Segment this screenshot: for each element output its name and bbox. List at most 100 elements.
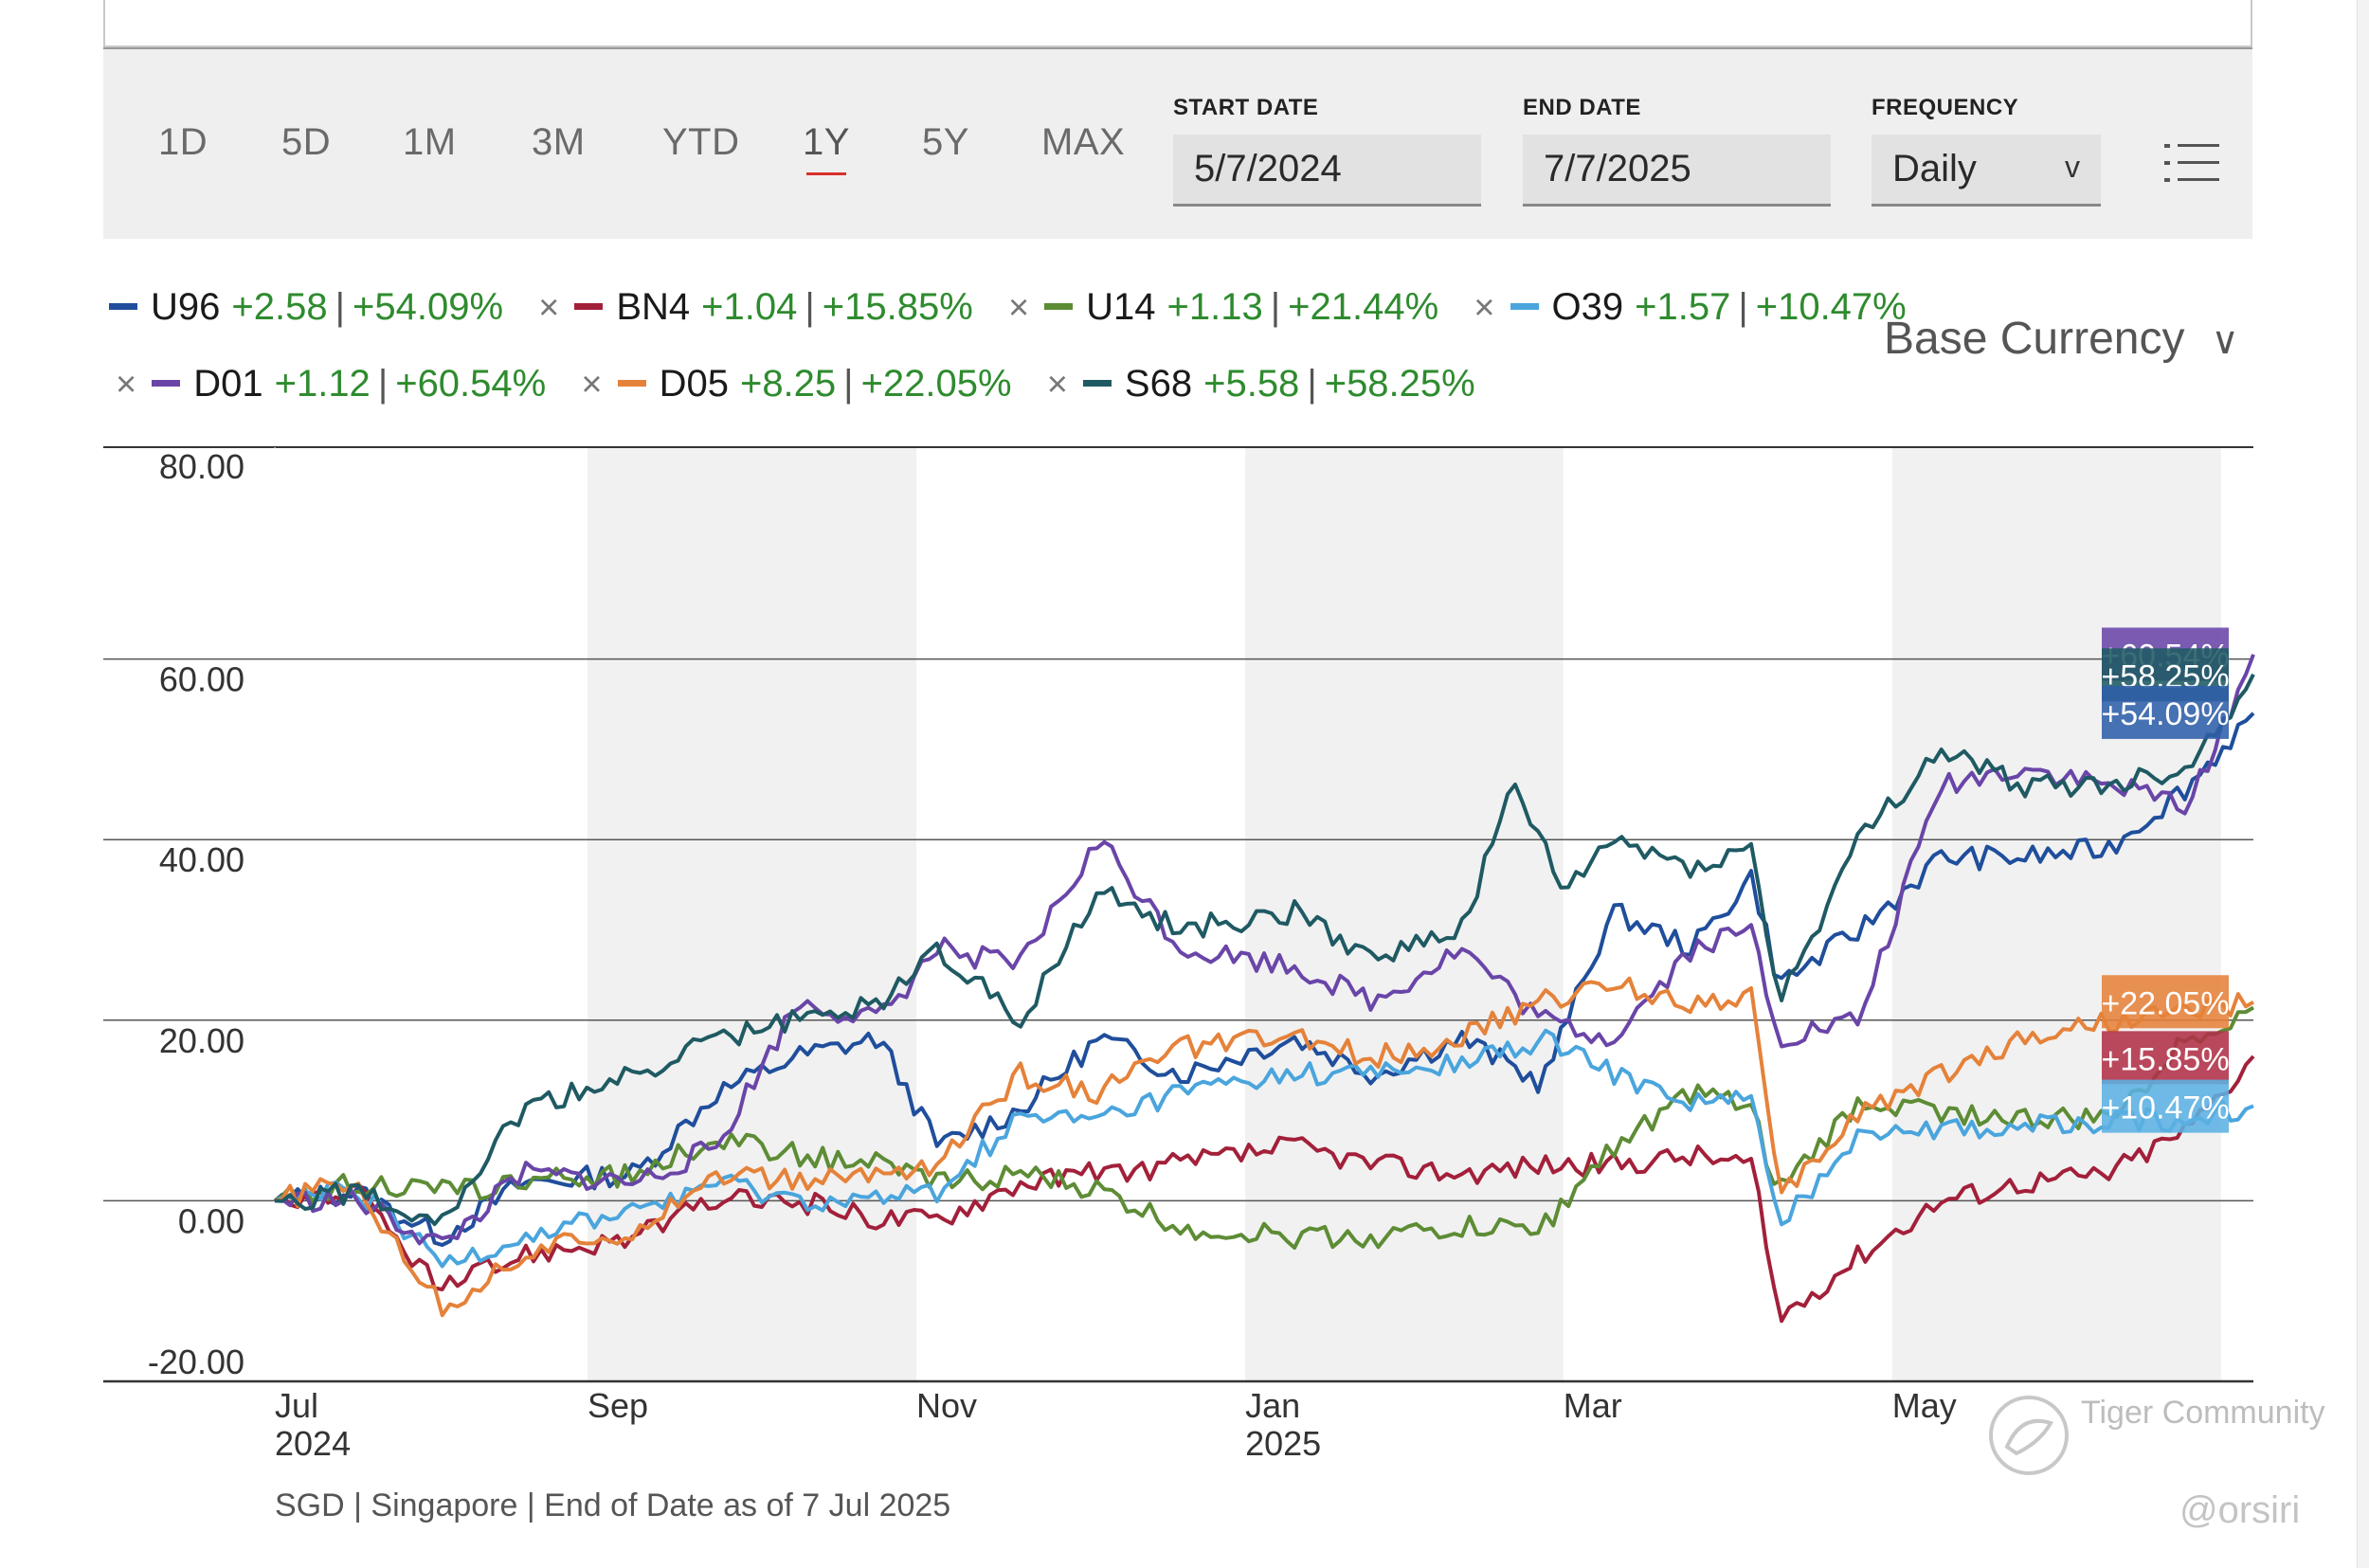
x-tick-label: Mar bbox=[1564, 1386, 1622, 1425]
series-line-d05 bbox=[274, 976, 2254, 1318]
legend-separator: | bbox=[377, 363, 389, 405]
legend-symbol: BN4 bbox=[616, 286, 691, 328]
end-labels: +60.54%+58.25%+54.09%+22.05%+15.85%+10.4… bbox=[2101, 627, 2230, 1133]
shaded-month-band bbox=[1245, 447, 1564, 1381]
x-tick-label: Jul bbox=[275, 1386, 318, 1425]
series-swatch bbox=[1082, 379, 1112, 387]
watermark-text: Tiger Community bbox=[2081, 1395, 2325, 1431]
close-icon[interactable]: × bbox=[1007, 288, 1030, 328]
legend-percent: +60.54% bbox=[395, 363, 547, 405]
legend-percent: +54.09% bbox=[353, 286, 504, 328]
series-swatch bbox=[1510, 302, 1539, 310]
y-tick-label: 60.00 bbox=[159, 660, 244, 699]
x-tick-label: Nov bbox=[916, 1386, 977, 1425]
end-value-badge bbox=[2102, 1079, 2229, 1133]
frequency-value: Daily bbox=[1892, 148, 1977, 189]
end-value-badge bbox=[2102, 1031, 2229, 1085]
scrollbar[interactable] bbox=[2357, 0, 2369, 1568]
base-currency-dropdown[interactable]: Base Currency ∨ bbox=[1884, 313, 2239, 365]
series-line-s68 bbox=[274, 673, 2255, 1227]
close-icon[interactable]: × bbox=[1474, 288, 1495, 328]
series-swatch bbox=[574, 302, 604, 310]
series-swatch bbox=[1044, 302, 1074, 310]
range-5d[interactable]: 5D bbox=[281, 121, 332, 163]
legend-symbol: O39 bbox=[1551, 286, 1624, 328]
x-tick-year-label: 2024 bbox=[275, 1424, 351, 1463]
base-currency-label: Base Currency bbox=[1884, 314, 2185, 364]
chart-toolbar: 1D 5D 1M 3M YTD 1Y 5Y MAX START DATE 5/7… bbox=[103, 47, 2252, 239]
legend-percent: +22.05% bbox=[860, 363, 1012, 405]
header-panel bbox=[103, 0, 2252, 47]
y-tick-label: 40.00 bbox=[159, 840, 244, 879]
close-icon[interactable]: × bbox=[116, 365, 137, 405]
legend-item-d05: × D05 +8.25 | +22.05% bbox=[581, 363, 1011, 406]
range-ytd[interactable]: YTD bbox=[662, 121, 740, 163]
close-icon[interactable]: × bbox=[1046, 365, 1068, 405]
legend-change: +1.04 bbox=[701, 286, 798, 328]
legend-symbol: D01 bbox=[193, 363, 263, 405]
legend-change: +1.13 bbox=[1166, 286, 1263, 328]
y-tick-label: 20.00 bbox=[159, 1021, 244, 1060]
legend-separator: | bbox=[335, 286, 345, 328]
chevron-down-icon: v bbox=[2065, 150, 2080, 184]
legend-percent: +15.85% bbox=[822, 286, 973, 328]
legend-separator: | bbox=[1738, 286, 1748, 328]
chart-footnote: SGD | Singapore | End of Date as of 7 Ju… bbox=[275, 1487, 951, 1523]
series-swatch bbox=[617, 379, 646, 387]
legend-item-u96: U96 +2.58 | +54.09% bbox=[109, 286, 503, 329]
legend-change: +1.57 bbox=[1635, 286, 1731, 328]
end-value-label: +10.47% bbox=[2101, 1090, 2229, 1126]
series-lines bbox=[273, 654, 2255, 1324]
legend-separator: | bbox=[1270, 286, 1281, 328]
range-1y[interactable]: 1Y bbox=[803, 121, 850, 175]
legend-row-1: U96 +2.58 | +54.09% × BN4 +1.04 | +15.85% × U14 +… bbox=[109, 286, 1931, 329]
legend-item-o39: × O39 +1.57 | +10.47% bbox=[1474, 286, 1906, 329]
frequency-select[interactable]: Daily v bbox=[1872, 135, 2101, 207]
range-1m[interactable]: 1M bbox=[403, 121, 457, 163]
close-icon[interactable]: × bbox=[538, 288, 560, 328]
end-value-badge bbox=[2102, 685, 2229, 739]
legend-percent: +10.47% bbox=[1755, 286, 1907, 328]
x-tick-label: Sep bbox=[588, 1386, 648, 1425]
list-icon[interactable] bbox=[2164, 140, 2221, 195]
chevron-down-icon: ∨ bbox=[2211, 320, 2239, 362]
legend-change: +1.12 bbox=[274, 363, 371, 405]
y-tick-label: 80.00 bbox=[159, 447, 244, 486]
end-value-label: +54.09% bbox=[2101, 696, 2229, 732]
range-3m[interactable]: 3M bbox=[532, 121, 586, 163]
range-5y[interactable]: 5Y bbox=[922, 121, 969, 163]
legend-change: +8.25 bbox=[739, 363, 837, 405]
y-axis-ticks: 80.00 60.00 40.00 20.00 0.00 -20.00 bbox=[103, 447, 2253, 1383]
legend-item-s68: × S68 +5.58 | +58.25% bbox=[1047, 363, 1475, 406]
legend-item-bn4: × BN4 +1.04 | +15.85% bbox=[538, 286, 973, 329]
y-tick-label: -20.00 bbox=[148, 1343, 244, 1381]
series-swatch bbox=[152, 379, 181, 387]
legend-symbol: S68 bbox=[1124, 363, 1193, 405]
legend-change: +2.58 bbox=[231, 286, 328, 328]
x-tick-year-label: 2025 bbox=[1245, 1424, 1321, 1463]
legend-percent: +58.25% bbox=[1324, 363, 1475, 405]
range-1d[interactable]: 1D bbox=[158, 121, 208, 163]
grid-lines bbox=[103, 446, 2253, 1381]
start-date-field[interactable]: 5/7/2024 bbox=[1173, 135, 1481, 207]
series-line-u96 bbox=[273, 712, 2255, 1248]
end-value-badge bbox=[2102, 975, 2229, 1029]
legend-percent: +21.44% bbox=[1288, 286, 1439, 328]
end-date-label: END DATE bbox=[1523, 95, 1641, 120]
shaded-month-band bbox=[1891, 447, 2221, 1381]
shaded-month-band bbox=[587, 447, 917, 1381]
end-value-label: +15.85% bbox=[2101, 1041, 2229, 1077]
frequency-label: FREQUENCY bbox=[1872, 95, 2019, 120]
legend-symbol: U14 bbox=[1086, 286, 1156, 328]
legend-separator: | bbox=[1307, 363, 1317, 405]
range-max[interactable]: MAX bbox=[1041, 121, 1126, 163]
end-date-field[interactable]: 7/7/2025 bbox=[1523, 135, 1831, 207]
series-line-d01 bbox=[274, 654, 2255, 1246]
legend-change: +5.58 bbox=[1203, 363, 1300, 405]
end-value-label: +22.05% bbox=[2101, 985, 2229, 1021]
close-icon[interactable]: × bbox=[581, 365, 603, 405]
tiger-logo-icon bbox=[1989, 1396, 2069, 1475]
watermark-handle: @orsiri bbox=[2179, 1489, 2301, 1531]
